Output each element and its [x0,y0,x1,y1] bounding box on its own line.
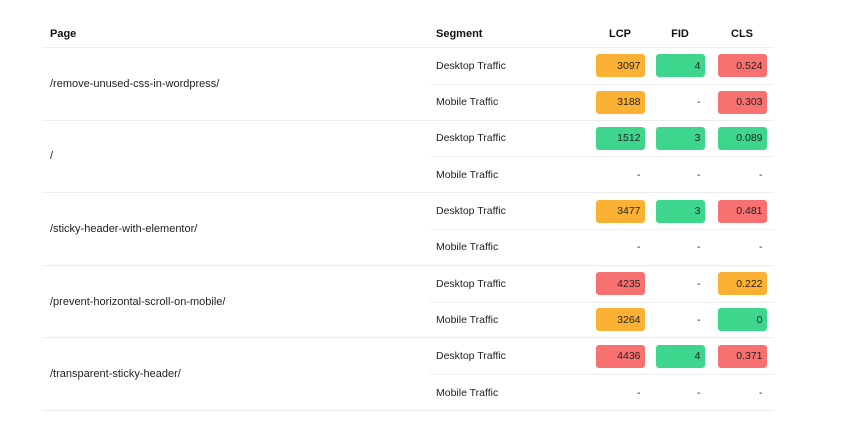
lcp-value: - [637,386,641,399]
fid-value: - [697,386,701,399]
lcp-value: - [637,241,641,254]
fid-value: - [697,313,701,326]
fid-value: 4 [655,344,705,368]
segment-label: Mobile Traffic [436,313,499,326]
cls-value: 0.222 [717,272,767,296]
table-row: Mobile Traffic - - - [430,228,774,265]
lcp-value: 3264 [595,308,645,332]
fid-value: - [697,241,701,254]
column-header-cls[interactable]: CLS [731,27,753,40]
page-path[interactable]: /remove-unused-css-in-wordpress/ [50,77,220,90]
lcp-value: 3097 [595,54,645,78]
fid-value: 3 [655,126,705,150]
web-vitals-table: Page Segment LCP FID CLS /remove-unused-… [42,20,774,411]
lcp-value: 3188 [595,90,645,114]
column-header-page[interactable]: Page [50,27,77,40]
table-row-group: /remove-unused-css-in-wordpress/ Desktop… [42,48,774,121]
page-path[interactable]: / [50,150,54,163]
lcp-value: 1512 [595,126,645,150]
table-row-group: /sticky-header-with-elementor/ Desktop T… [42,193,774,266]
page-path[interactable]: /prevent-horizontal-scroll-on-mobile/ [50,295,226,308]
lcp-value: 4235 [595,272,645,296]
table-row-group: / Desktop Traffic 1512 3 0.089 Mobile Tr… [42,121,774,194]
cls-value: 0.481 [717,199,767,223]
cls-value: - [759,241,763,254]
page-path[interactable]: /transparent-sticky-header/ [50,368,181,381]
table-row: Mobile Traffic - - - [430,156,774,192]
table-header: Page Segment LCP FID CLS [42,20,774,48]
fid-value: - [697,277,701,290]
fid-value: 4 [655,54,705,78]
column-header-lcp[interactable]: LCP [609,27,631,40]
segment-label: Mobile Traffic [436,386,499,399]
segment-label: Desktop Traffic [436,132,506,145]
segment-label: Desktop Traffic [436,277,506,290]
table-row-group: /prevent-horizontal-scroll-on-mobile/ De… [42,266,774,339]
column-header-fid[interactable]: FID [671,27,689,40]
cls-value: 0 [717,308,767,332]
lcp-value: - [637,168,641,181]
table-row: Desktop Traffic 4235 - 0.222 [430,266,774,302]
page-path[interactable]: /sticky-header-with-elementor/ [50,222,198,235]
table-row: Desktop Traffic 3477 3 0.481 [430,193,774,229]
table-row: Desktop Traffic 3097 4 0.524 [430,48,774,84]
cls-value: 0.371 [717,344,767,368]
cls-value: - [759,168,763,181]
cls-value: 0.303 [717,90,767,114]
fid-value: - [697,96,701,109]
table-row-group: /transparent-sticky-header/ Desktop Traf… [42,338,774,411]
segment-label: Mobile Traffic [436,241,499,254]
fid-value: - [697,168,701,181]
cls-value: 0.089 [717,126,767,150]
table-row: Desktop Traffic 1512 3 0.089 [430,121,774,157]
segment-label: Desktop Traffic [436,350,506,363]
segment-label: Mobile Traffic [436,168,499,181]
lcp-value: 3477 [595,199,645,223]
cls-value: 0.524 [717,54,767,78]
fid-value: 3 [655,199,705,223]
table-row: Mobile Traffic - - - [430,374,774,410]
lcp-value: 4436 [595,344,645,368]
table-row: Mobile Traffic 3188 - 0.303 [430,83,774,120]
segment-label: Desktop Traffic [436,59,506,72]
column-header-segment[interactable]: Segment [436,27,483,40]
cls-value: - [759,386,763,399]
segment-label: Desktop Traffic [436,205,506,218]
table-row: Desktop Traffic 4436 4 0.371 [430,338,774,374]
segment-label: Mobile Traffic [436,96,499,109]
table-row: Mobile Traffic 3264 - 0 [430,301,774,338]
